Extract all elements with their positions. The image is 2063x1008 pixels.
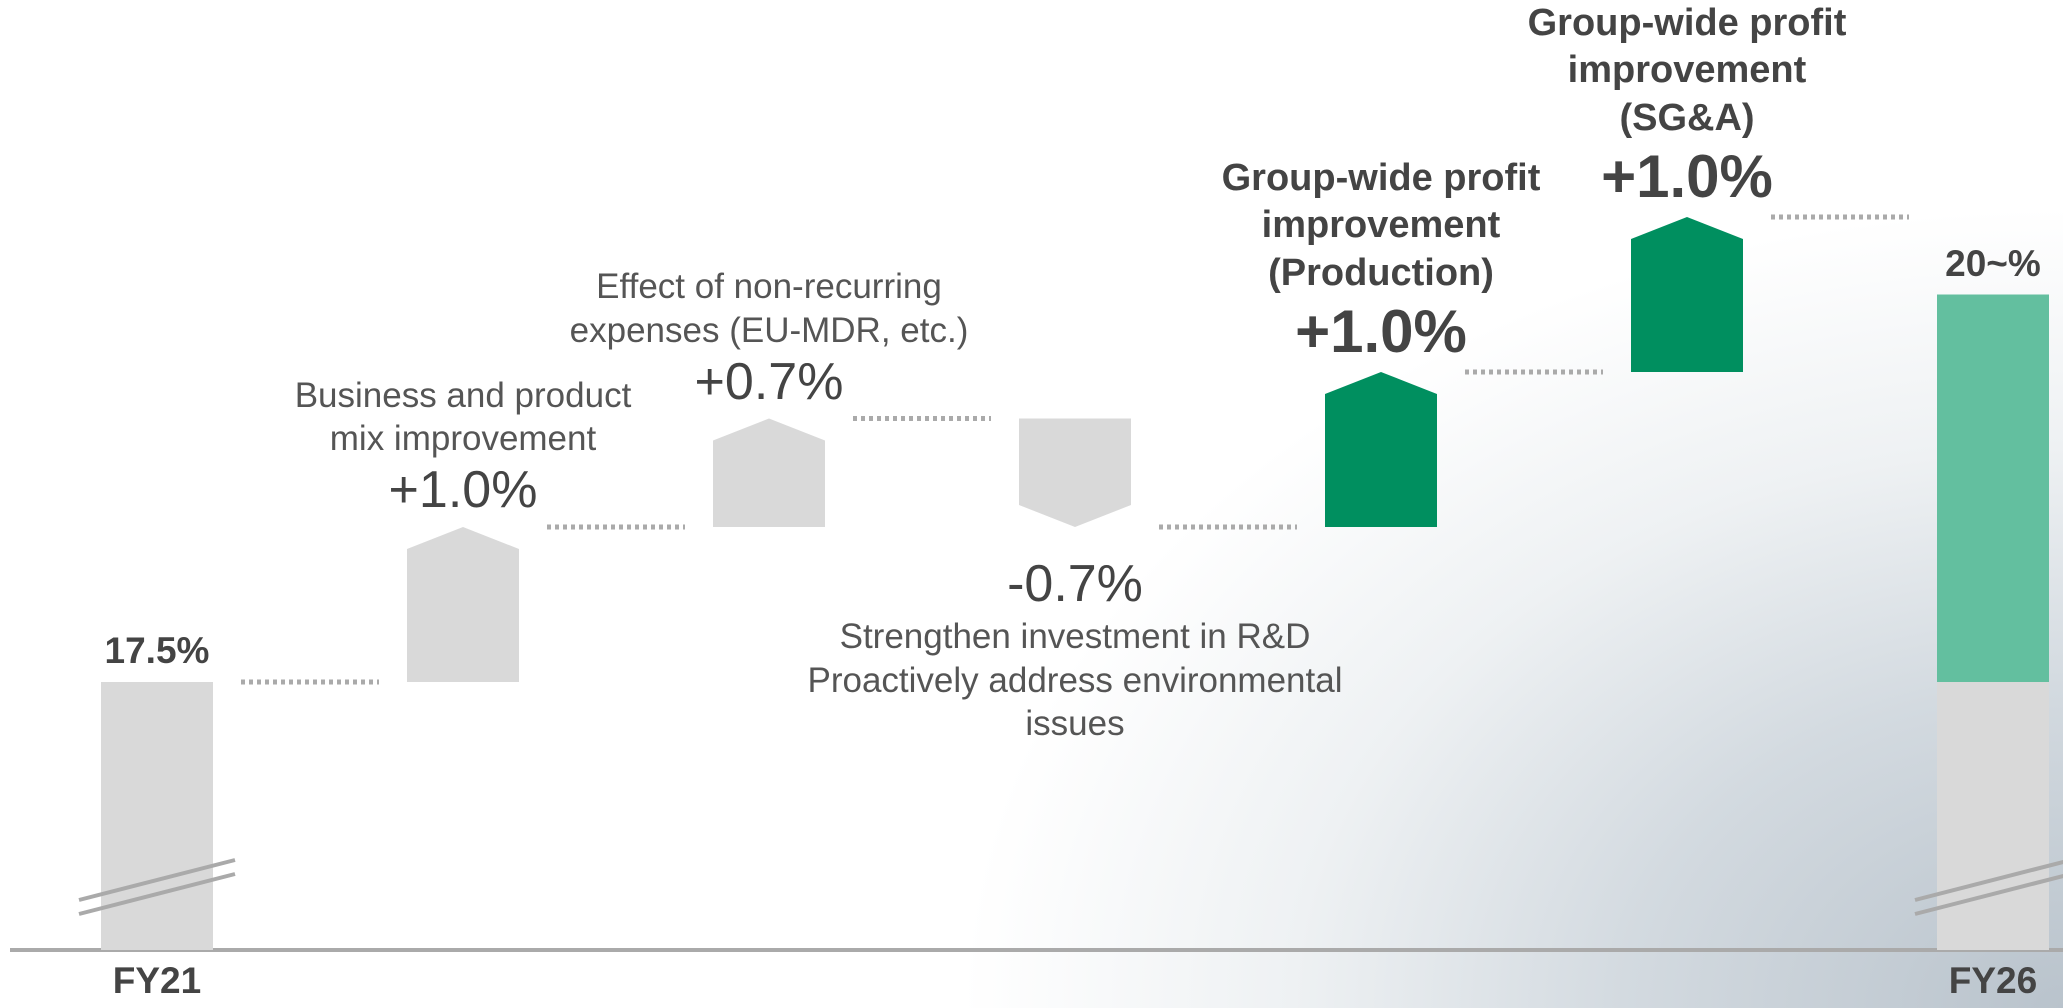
value-label: -0.7%	[1007, 555, 1143, 615]
value-label: 20~%	[1893, 243, 2063, 285]
label-group: -0.7%Strengthen investment in R&D Proact…	[775, 555, 1375, 746]
bar	[1019, 419, 1131, 528]
bar-base	[1937, 682, 2049, 950]
value-label: +1.0%	[389, 461, 538, 521]
x-tick-label: FY21	[57, 960, 257, 1002]
x-tick-label: FY26	[1893, 960, 2063, 1002]
label-group: Group-wide profit improvement (SG&A)+1.0…	[1387, 0, 1987, 211]
category-label: Group-wide profit improvement (SG&A)	[1528, 0, 1847, 142]
label-group: Effect of non-recurring expenses (EU-MDR…	[469, 265, 1069, 412]
bar	[1325, 372, 1437, 527]
value-label: +1.0%	[1601, 142, 1773, 211]
chart: 17.5%FY21Business and product mix improv…	[0, 0, 2063, 1008]
bar	[407, 527, 519, 682]
value-label: 17.5%	[57, 630, 257, 672]
category-label: Strengthen investment in R&D Proactively…	[775, 615, 1375, 746]
value-label: +1.0%	[1295, 297, 1467, 366]
bar	[1937, 295, 2049, 683]
bar	[101, 682, 213, 950]
category-label: Effect of non-recurring expenses (EU-MDR…	[570, 265, 969, 353]
value-label: +0.7%	[695, 353, 844, 413]
